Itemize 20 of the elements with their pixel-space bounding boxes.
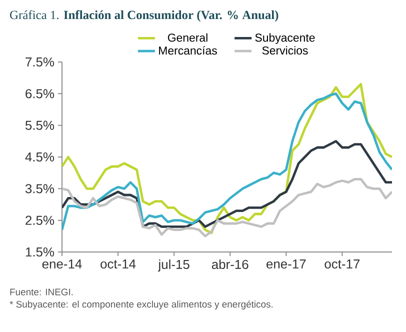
y-tick-label: 3.5% [25, 184, 54, 194]
y-tick-label: 7.5% [26, 57, 54, 67]
x-tick-label: ene-17 [266, 260, 306, 269]
y-tick-label: 2.5% [26, 216, 54, 225]
legend-label: Subyacente [255, 33, 315, 44]
x-tick-label: oct-17 [324, 260, 360, 269]
x-tick-label: oct-14 [100, 260, 136, 269]
text: * Subyacente: el componente excluye alimentos y energéticos. [10, 300, 273, 310]
y-tick-label: 5.5% [25, 120, 54, 130]
x-tick-label: abr-16 [212, 260, 248, 270]
legend-label: Servicios [262, 46, 308, 55]
y-tick-label: 6.5% [26, 89, 54, 98]
legend-label: General [168, 33, 208, 42]
source-note: Fuente: INEGI. [10, 288, 73, 296]
x-tick-label: jul-15 [158, 260, 190, 272]
chart-title: Gráfica 1. Inflación al Consumidor (Var. % Anual) [10, 10, 278, 22]
x-tick-label: ene-14 [42, 260, 82, 269]
y-tick-label: 1.5% [26, 247, 54, 257]
y-tick-label: 4.5% [25, 152, 54, 162]
legend-label: Mercancías [159, 46, 217, 55]
